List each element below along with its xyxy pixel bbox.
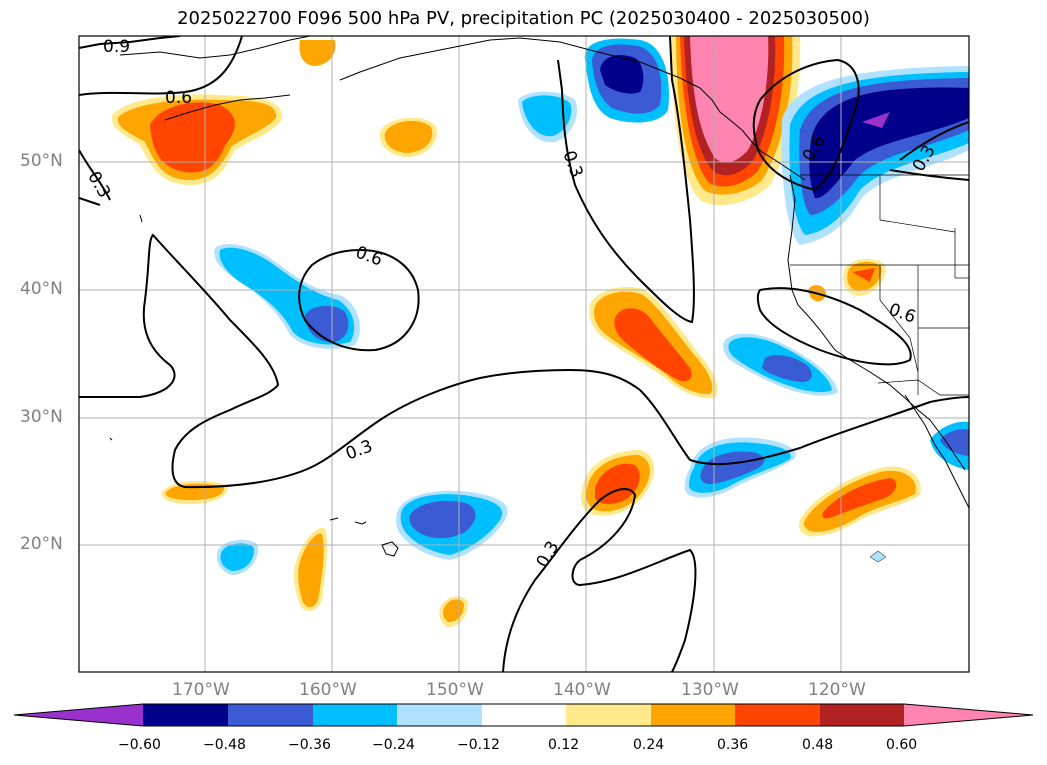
lon-label: 150°W [426, 680, 484, 700]
contour-label: 0.6 [165, 88, 192, 108]
lon-label: 160°W [299, 680, 357, 700]
lat-label: 30°N [20, 407, 63, 427]
contour-label: 0.3 [343, 436, 375, 464]
lon-label: 170°W [172, 680, 230, 700]
colorbar-extend-max [904, 704, 1033, 726]
lat-label: 20°N [20, 534, 63, 554]
map-frame [78, 35, 970, 673]
colorbar-tick: 0.24 [633, 737, 665, 753]
lat-label: 40°N [20, 279, 63, 299]
colorbar-bin [651, 704, 735, 726]
colorbar-tick: −0.48 [203, 737, 246, 753]
colorbar-tick: −0.36 [288, 737, 331, 753]
colorbar-tick: 0.12 [548, 737, 580, 753]
pv-contours [79, 36, 969, 672]
contour-label: 0.3 [533, 538, 564, 571]
colorbar-bin [735, 704, 820, 726]
coastlines [109, 36, 969, 557]
colorbar-bin [397, 704, 482, 726]
colorbar-tick: 0.36 [717, 737, 749, 753]
contour-label: 0.6 [353, 243, 385, 271]
colorbar-tick: 0.48 [802, 737, 834, 753]
colorbar-tick: −0.24 [372, 737, 415, 753]
contour-label: 0.6 [886, 300, 918, 328]
contour-label: 0.3 [558, 148, 586, 180]
lon-label: 140°W [553, 680, 611, 700]
lon-label: 130°W [681, 680, 739, 700]
colorbar-bin [482, 704, 566, 726]
lon-label: 120°W [808, 680, 866, 700]
colorbar-bin [228, 704, 313, 726]
contour-label: 0.9 [103, 37, 130, 57]
colorbar-bin [143, 704, 228, 726]
colorbar-bin [820, 704, 904, 726]
colorbar-tick: 0.60 [886, 737, 918, 753]
colorbar [13, 703, 1034, 727]
colorbar-tick: −0.60 [118, 737, 161, 753]
colorbar-bin [566, 704, 651, 726]
precip-shading [111, 36, 969, 628]
colorbar-extend-min [14, 704, 143, 726]
contour-label: 0.3 [83, 168, 114, 201]
colorbar-tick: −0.12 [457, 737, 500, 753]
lat-label: 50°N [20, 151, 63, 171]
map-title: 2025022700 F096 500 hPa PV, precipitatio… [177, 8, 870, 29]
colorbar-bin [313, 704, 397, 726]
